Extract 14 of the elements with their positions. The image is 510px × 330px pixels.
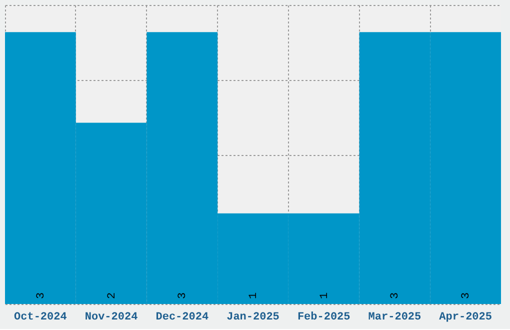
x-tick-label: Nov-2024 (84, 312, 138, 324)
x-tick-label: Feb-2025 (297, 312, 351, 324)
data-label: 3 (35, 292, 48, 299)
x-tick-label: Dec-2024 (156, 312, 209, 324)
x-tick-label: Oct-2024 (14, 312, 68, 324)
data-label: 3 (460, 292, 473, 299)
data-label: 3 (177, 292, 190, 299)
data-label: 1 (248, 292, 260, 299)
data-label: 1 (318, 292, 331, 299)
x-tick-label: Apr-2025 (439, 312, 492, 324)
x-tick-label: Jan-2025 (226, 312, 280, 324)
data-label: 3 (390, 292, 402, 299)
x-tick-label: Mar-2025 (368, 312, 422, 324)
data-label: 2 (106, 292, 118, 299)
